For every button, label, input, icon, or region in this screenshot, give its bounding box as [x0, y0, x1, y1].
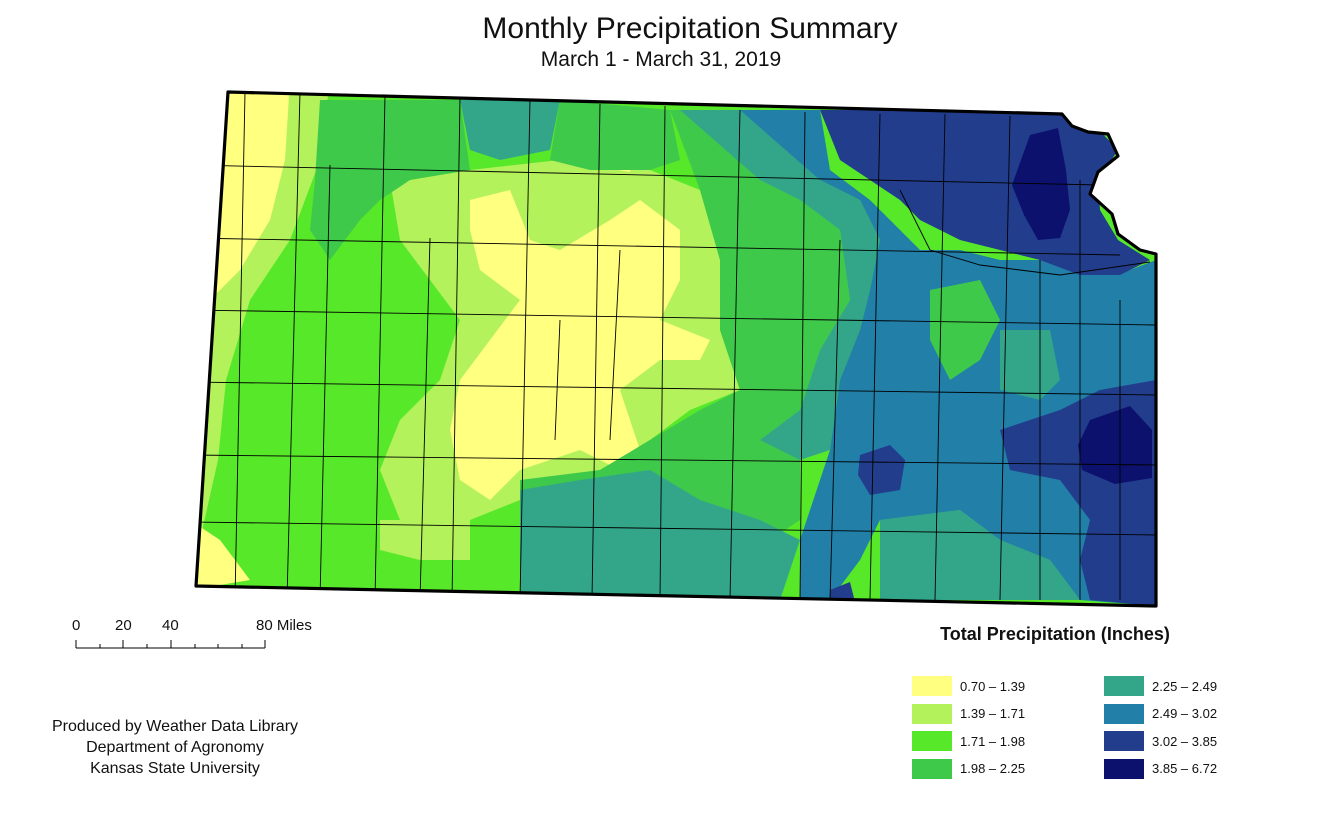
zone-2-25-2-49-north — [460, 100, 560, 160]
legend-swatch — [912, 703, 952, 724]
scale-label-80-miles: 80 Miles — [256, 617, 312, 634]
credit-line-2: Department of Agronomy — [86, 739, 264, 756]
kansas-state-outline — [194, 90, 1158, 608]
precipitation-zones — [196, 92, 1156, 606]
zone-1-98-2-25-northwest — [310, 100, 470, 260]
map-title: Monthly Precipitation Summary — [482, 12, 898, 45]
credit-line-1: Produced by Weather Data Library — [51, 718, 299, 735]
scale-bar — [75, 640, 266, 649]
legend-swatch — [912, 758, 952, 779]
legend-label: 3.02 – 3.85 — [1152, 733, 1218, 749]
legend-swatch — [912, 731, 952, 751]
zone-3-02-3-85-south-spot — [858, 445, 905, 495]
legend-swatch — [1104, 758, 1144, 779]
legend-label: 1.98 – 2.25 — [960, 761, 1026, 776]
legend-swatch — [1104, 731, 1144, 751]
legend-label: 1.71 – 1.98 — [960, 733, 1026, 749]
legend-title: Total Precipitation (Inches) — [940, 624, 1170, 644]
legend-item: 3.85 – 6.72 — [1104, 758, 1218, 779]
zone-0-70-1-39-central — [450, 190, 710, 500]
legend-item: 2.25 – 2.49 — [1104, 676, 1217, 696]
legend-swatch — [1104, 703, 1144, 724]
scale-label-40: 40 — [162, 617, 179, 634]
zone-2-25-2-49-northeast — [680, 110, 880, 460]
legend-item: 1.39 – 1.71 — [912, 703, 1026, 724]
legend-item: 1.98 – 2.25 — [912, 758, 1026, 779]
zone-1-98-2-25-north — [550, 100, 680, 170]
legend-swatch — [912, 676, 952, 696]
credit-block: Produced by Weather Data Library Departm… — [20, 716, 330, 779]
county-boundaries — [196, 92, 1156, 601]
scale-label-20: 20 — [115, 617, 132, 634]
legend-swatch — [1104, 676, 1144, 696]
legend-item: 3.02 – 3.85 — [1104, 731, 1217, 751]
legend-label: 2.25 – 2.49 — [1152, 678, 1218, 694]
legend: 0.70 – 1.39 1.39 – 1.71 1.71 – 1.98 1.98 – … — [912, 676, 1242, 786]
credit-line-3: Kansas State University — [90, 760, 260, 777]
legend-label: 2.49 – 3.02 — [1152, 706, 1218, 721]
legend-item: 1.71 – 1.98 — [912, 731, 1025, 751]
scale-bar-labels: 0 20 40 80 Miles — [60, 617, 340, 637]
zone-1-98-2-25-east — [670, 110, 850, 440]
map-subtitle: March 1 - March 31, 2019 — [540, 48, 782, 71]
zone-0-70-1-39-southwest — [196, 520, 250, 590]
zone-3-02-3-85-northeast — [820, 110, 1150, 275]
legend-label: 3.85 – 6.72 — [1152, 761, 1218, 776]
legend-label: 0.70 – 1.39 — [960, 678, 1026, 694]
scale-label-0: 0 — [72, 617, 81, 634]
legend-item: 0.70 – 1.39 — [912, 676, 1025, 696]
legend-item: 2.49 – 3.02 — [1104, 703, 1218, 724]
legend-label: 1.39 – 1.71 — [960, 706, 1026, 721]
zone-2-25-2-49-southeast-inner — [880, 520, 980, 600]
zone-2-25-2-49-inner-east — [1000, 330, 1060, 400]
zone-1-98-2-25-inner-east — [930, 280, 1000, 380]
zone-2-25-2-49-south — [520, 470, 800, 600]
zone-1-39-1-71-south — [380, 520, 470, 560]
